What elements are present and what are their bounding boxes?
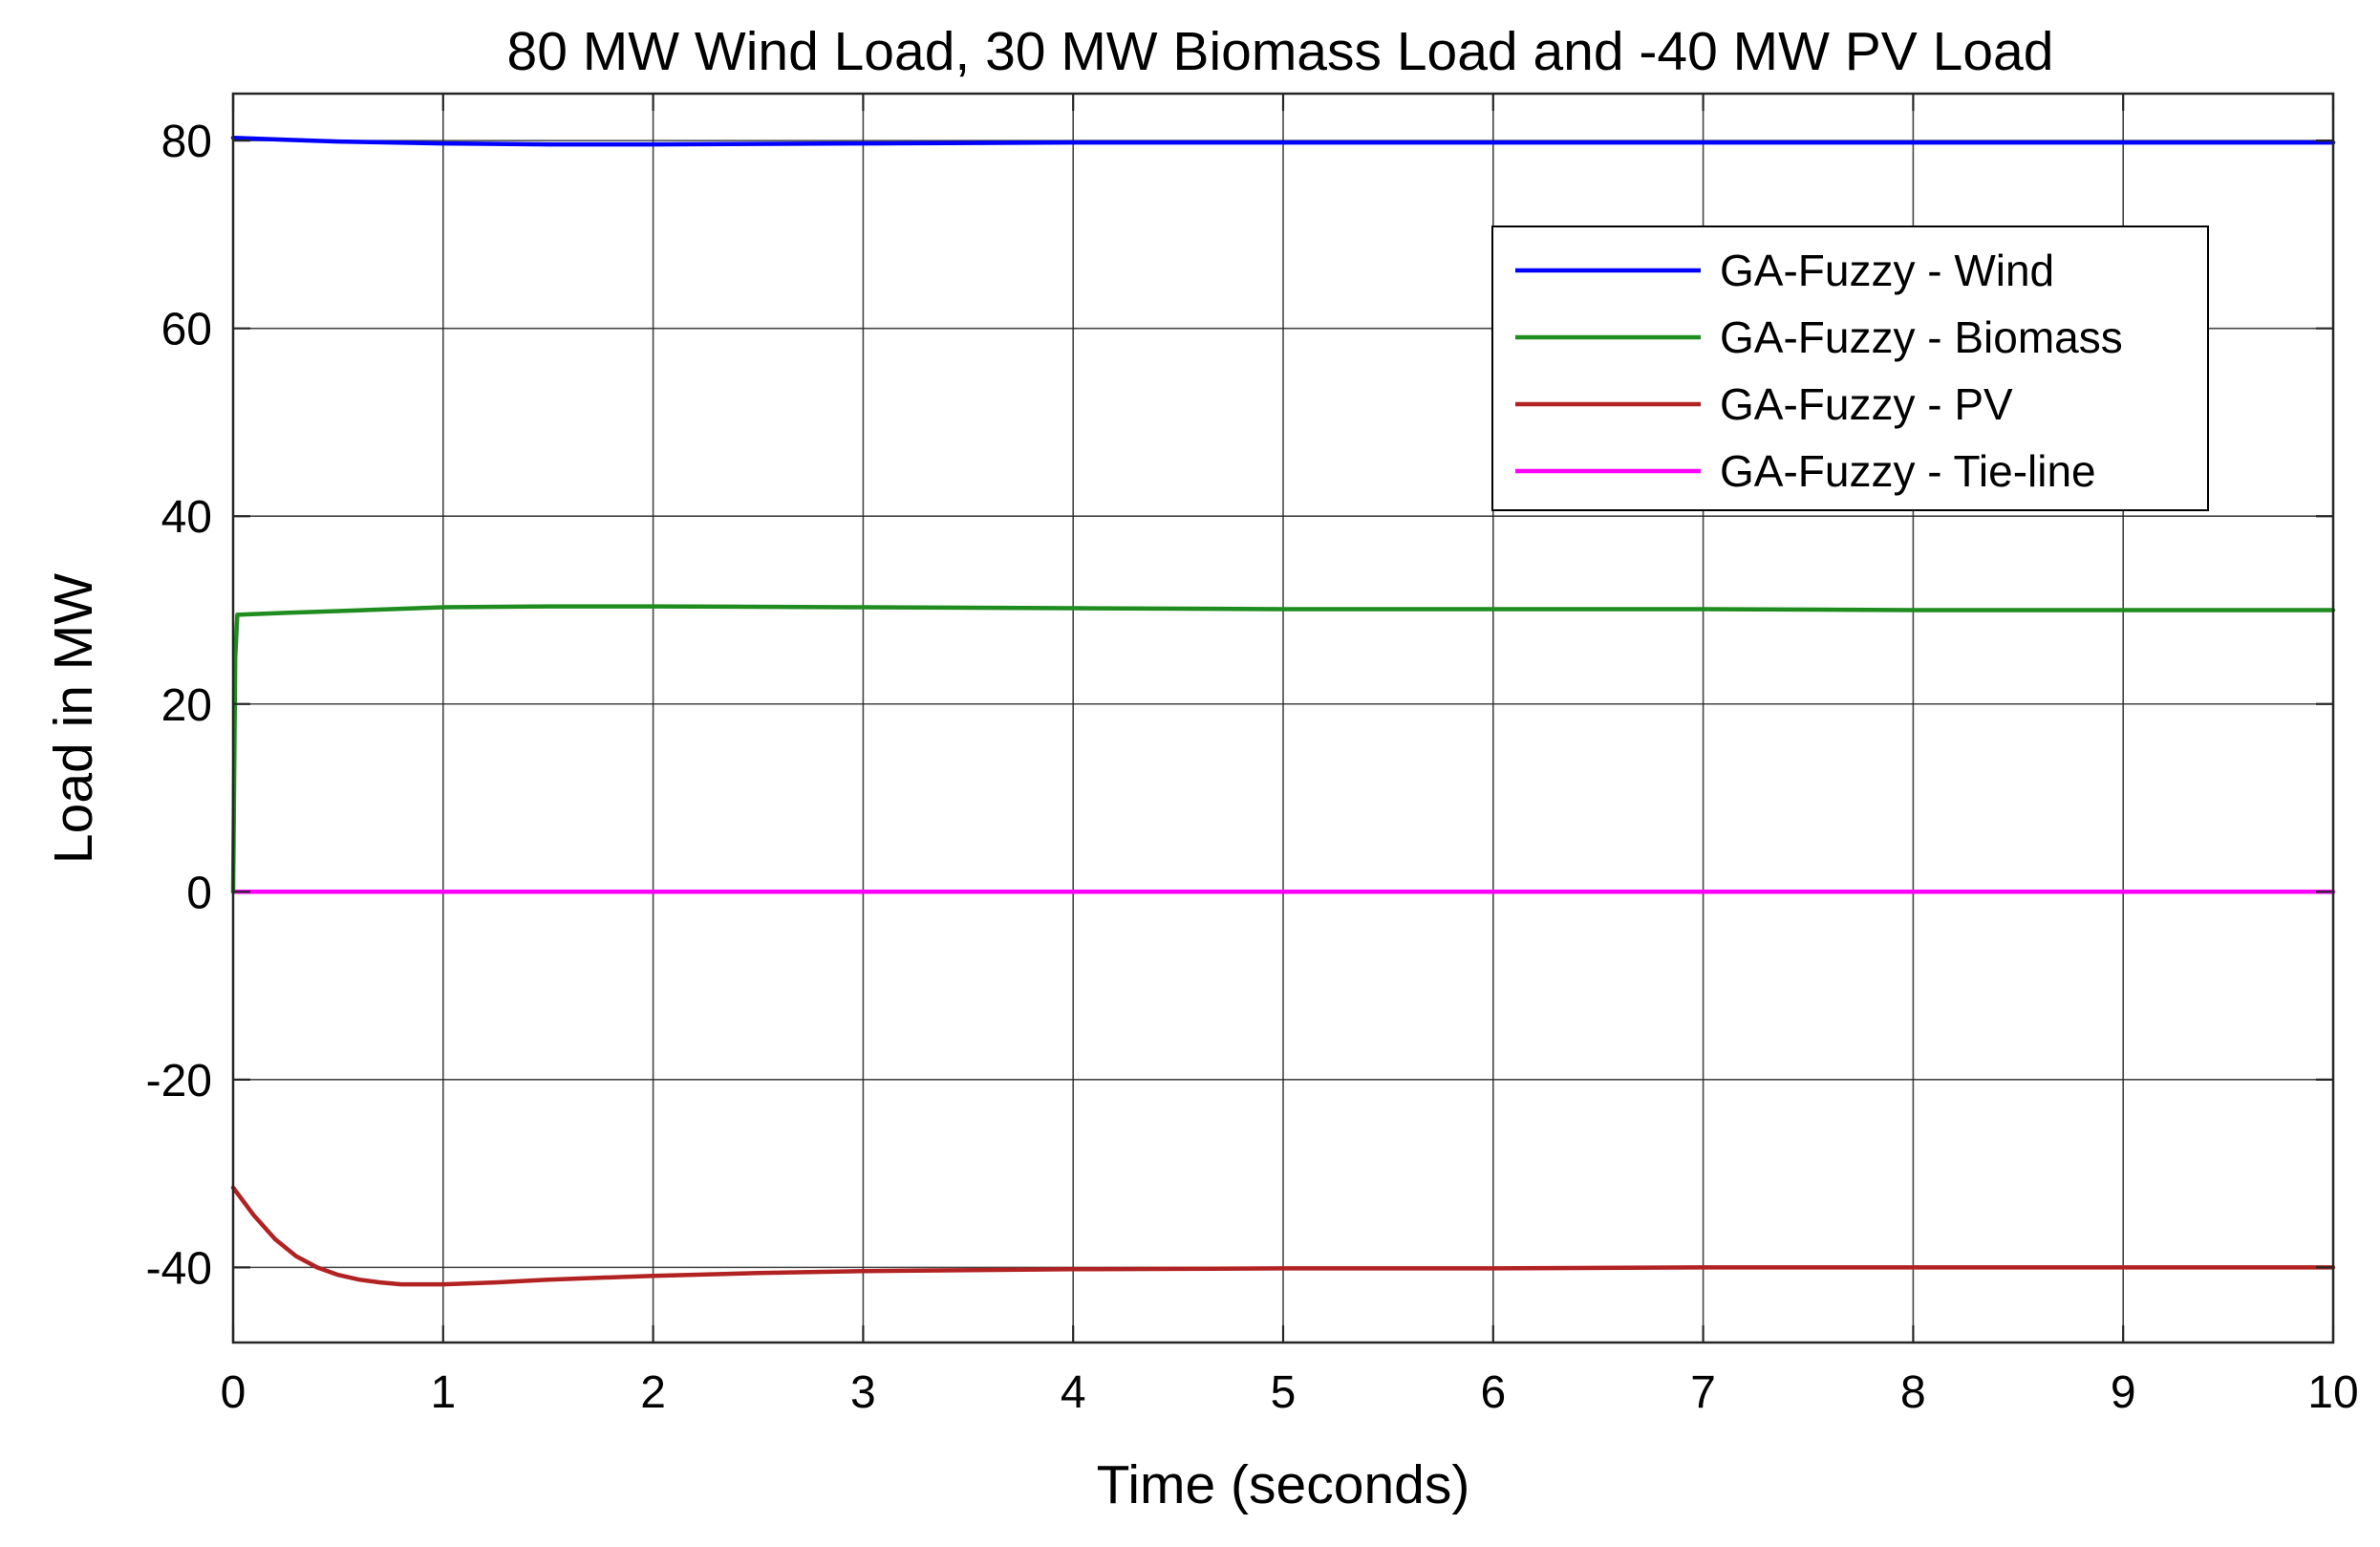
x-axis-label: Time (seconds) bbox=[1097, 1454, 1470, 1515]
series-line-ga-fuzzy-wind bbox=[230, 135, 2336, 147]
series-lines bbox=[230, 135, 2336, 1287]
y-tick-label: 40 bbox=[161, 492, 212, 543]
y-tick-label: 80 bbox=[161, 117, 212, 167]
x-tick-label: 4 bbox=[1061, 1367, 1086, 1418]
y-tick-label: -20 bbox=[146, 1056, 212, 1107]
legend-label-ga-fuzzy-wind: GA-Fuzzy - Wind bbox=[1720, 246, 2054, 295]
y-tick-label: 60 bbox=[161, 305, 212, 355]
x-tick-label: 1 bbox=[430, 1367, 456, 1418]
axis-ticks: 0 1 2 3 4 5 6 7 8 9 10 -40 -20 0 20 40 60 80 bbox=[146, 94, 2359, 1418]
x-tick-label: 3 bbox=[850, 1367, 876, 1418]
legend: GA-Fuzzy - Wind GA-Fuzzy - Biomass GA-Fuzz… bbox=[1491, 226, 2209, 511]
legend-box bbox=[1491, 226, 2209, 511]
y-tick-label: -40 bbox=[146, 1243, 212, 1294]
x-tick-label: 10 bbox=[2307, 1367, 2358, 1418]
x-tick-label: 5 bbox=[1271, 1367, 1297, 1418]
chart-title: 80 MW Wind Load, 30 MW Biomass Load and … bbox=[507, 21, 2054, 82]
y-tick-label: 0 bbox=[186, 868, 212, 918]
series-line-ga-fuzzy-pv bbox=[230, 1185, 2336, 1287]
x-tick-label: 9 bbox=[2111, 1367, 2136, 1418]
x-tick-label: 7 bbox=[1690, 1367, 1716, 1418]
y-tick-label: 20 bbox=[161, 680, 212, 731]
legend-label-ga-fuzzy-biomass: GA-Fuzzy - Biomass bbox=[1720, 312, 2123, 362]
y-axis-label: Load in MW bbox=[43, 573, 104, 864]
legend-label-ga-fuzzy-pv: GA-Fuzzy - PV bbox=[1720, 379, 2013, 429]
x-tick-label: 2 bbox=[640, 1367, 666, 1418]
series-line-ga-fuzzy-biomass bbox=[230, 604, 2336, 894]
x-tick-label: 6 bbox=[1480, 1367, 1506, 1418]
legend-label-ga-fuzzy-tie-line: GA-Fuzzy - Tie-line bbox=[1720, 446, 2096, 496]
x-tick-label: 0 bbox=[221, 1367, 247, 1418]
x-tick-label: 8 bbox=[1900, 1367, 1926, 1418]
